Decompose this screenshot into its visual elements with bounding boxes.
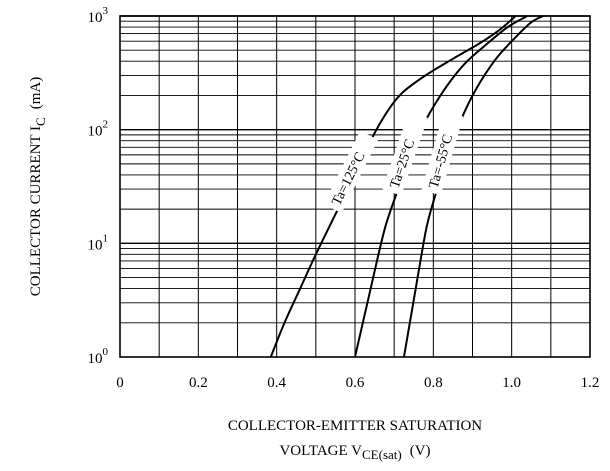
y-tick-label: 103: [88, 5, 109, 26]
y-axis-title-unit: (mA): [28, 77, 44, 110]
x-tick-label: 0.8: [424, 375, 443, 391]
x-tick-label: 1.0: [502, 375, 521, 391]
x-axis-title-line1: COLLECTOR-EMITTER SATURATION: [228, 418, 482, 434]
x-axis-title-unit: (V): [410, 443, 431, 459]
x-tick-label: 1.2: [581, 375, 600, 391]
x-tick-label: 0: [116, 375, 124, 391]
x-axis-title-line2: VOLTAGE VCE(sat) (V): [279, 443, 430, 462]
x-tick-labels: 0 0.2 0.4 0.6 0.8 1.0 1.2: [116, 375, 599, 391]
x-axis-title-main: VOLTAGE V: [279, 443, 362, 459]
series-line: [269, 15, 517, 358]
y-axis-title: COLLECTOR CURRENT IC (mA): [28, 77, 48, 296]
y-axis-title-main: COLLECTOR CURRENT I: [28, 126, 44, 296]
curve-label-background: [421, 110, 464, 196]
curves: [269, 15, 544, 358]
x-tick-label: 0.6: [346, 375, 365, 391]
x-axis-title-subscript: CE(sat): [362, 447, 402, 462]
y-tick-label: 100: [88, 346, 109, 367]
y-tick-label: 101: [88, 232, 109, 253]
curve-label-background: [382, 111, 428, 196]
y-axis-title-subscript: C: [33, 117, 48, 126]
y-tick-labels: 100 101 102 103: [88, 5, 109, 367]
curve-labels: Ta=125°C Ta=25°C Ta=-55°C: [323, 110, 464, 214]
grid: [120, 15, 590, 357]
y-tick-label: 102: [88, 119, 109, 140]
x-tick-label: 0.4: [267, 375, 286, 391]
curve-label-background: [323, 130, 379, 214]
x-tick-label: 0.2: [189, 375, 208, 391]
